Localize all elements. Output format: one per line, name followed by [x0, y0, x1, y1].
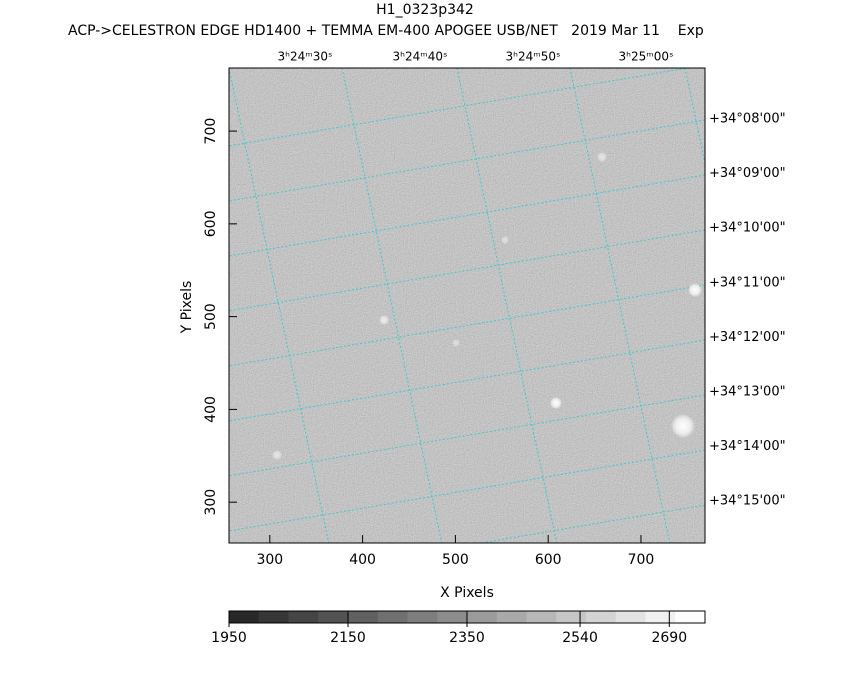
colorbar-step: [645, 611, 676, 623]
dec-label: +34°11'00": [709, 275, 786, 290]
colorbar-step: [675, 611, 706, 623]
y-tick-label: 700: [203, 118, 219, 145]
colorbar-step: [467, 611, 498, 623]
colorbar-step: [556, 611, 587, 623]
colorbar-step: [437, 611, 468, 623]
chart-title: H1_0323p342: [376, 2, 474, 18]
x-tick-label: 400: [349, 552, 376, 568]
stars: [272, 152, 702, 460]
dec-label: +34°08'00": [709, 112, 786, 127]
dec-label: +34°15'00": [709, 494, 786, 509]
x-tick-label: 300: [256, 552, 283, 568]
ra-label: 3ʰ24ᵐ40ˢ: [393, 50, 448, 64]
colorbar-step: [288, 611, 319, 623]
y-tick-label: 300: [203, 489, 219, 516]
star: [452, 339, 460, 347]
ra-grid-line: [569, 68, 671, 543]
wcs-grid: [209, 68, 705, 680]
star: [671, 414, 695, 438]
subtitle: ACP->CELESTRON EDGE HD1400 + TEMMA EM-40…: [68, 23, 704, 39]
colorbar-step: [496, 611, 527, 623]
ra-grid-line: [456, 68, 558, 543]
colorbar-step: [318, 611, 349, 623]
colorbar-step: [377, 611, 408, 623]
dec-label: +34°12'00": [709, 330, 786, 345]
colorbar-tick-label: 1950: [211, 630, 247, 646]
dec-label: +34°13'00": [709, 385, 786, 400]
colorbar-step: [258, 611, 289, 623]
ra-grid-line: [229, 68, 330, 543]
x-axis-label: X Pixels: [440, 585, 494, 601]
y-tick-label: 600: [203, 210, 219, 237]
star: [379, 315, 389, 325]
dec-grid-line: [209, 615, 705, 680]
dec-label: +34°10'00": [709, 221, 786, 236]
star: [688, 283, 702, 297]
colorbar-tick-label: 2540: [562, 630, 598, 646]
ra-grid-line: [684, 68, 705, 166]
star: [501, 236, 509, 244]
colorbar-tick-label: 2150: [330, 630, 366, 646]
image: [229, 68, 705, 543]
x-tick-label: 600: [535, 552, 562, 568]
colorbar-step: [615, 611, 646, 623]
ra-label: 3ʰ24ᵐ30ˢ: [278, 50, 333, 64]
y-tick-label: 400: [203, 396, 219, 423]
colorbar-step: [229, 611, 260, 623]
colorbar-tick-label: 2350: [449, 630, 485, 646]
x-tick-label: 500: [442, 552, 469, 568]
dec-label: +34°14'00": [709, 439, 786, 454]
colorbar-step: [526, 611, 557, 623]
ra-label: 3ʰ25ᵐ00ˢ: [619, 50, 674, 64]
y-axis-label: Y Pixels: [179, 281, 195, 335]
x-tick-label: 700: [628, 552, 655, 568]
ra-label: 3ʰ24ᵐ50ˢ: [506, 50, 561, 64]
colorbar-step: [586, 611, 617, 623]
plot-frame: [228, 67, 706, 544]
colorbar-step: [348, 611, 379, 623]
colorbar-tick-label: 2690: [651, 630, 687, 646]
colorbar-step: [407, 611, 438, 623]
star: [550, 397, 562, 409]
y-tick-label: 500: [203, 303, 219, 330]
star: [597, 152, 607, 162]
star: [272, 450, 282, 460]
dec-label: +34°09'00": [709, 166, 786, 181]
ra-grid-line: [341, 68, 443, 543]
